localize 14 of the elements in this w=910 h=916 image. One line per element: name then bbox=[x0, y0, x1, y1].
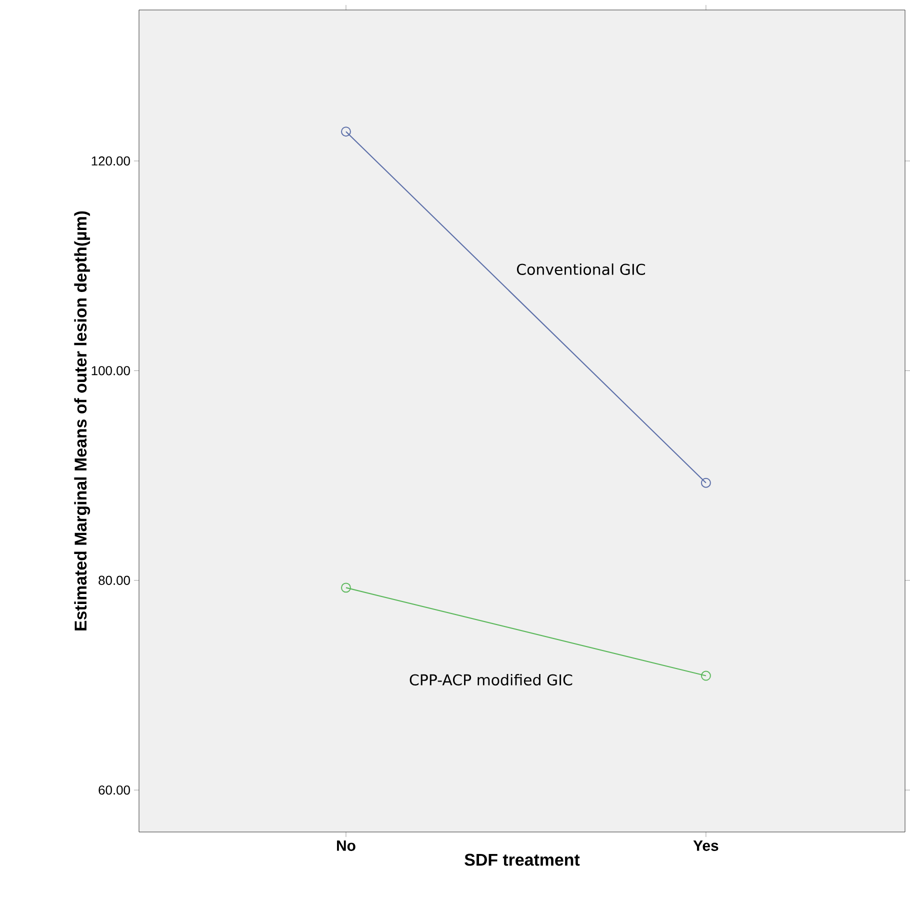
series-label: Conventional GIC bbox=[516, 263, 645, 276]
y-tick-label: 120.00 bbox=[92, 156, 130, 166]
y-tick-label: 60.00 bbox=[98, 785, 130, 795]
x-tick-label: No bbox=[336, 840, 356, 851]
x-tick-label: Yes bbox=[693, 840, 718, 851]
y-axis-title: Estimated Marginal Means of outer lesion depth(µm) bbox=[74, 211, 90, 630]
point bbox=[700, 478, 711, 488]
y-tick-label: 80.00 bbox=[98, 576, 130, 585]
y-tick-label: 100.00 bbox=[92, 366, 130, 376]
text: CPP-ACP modified GIC bbox=[410, 674, 572, 686]
point bbox=[340, 126, 351, 137]
x-axis-title: SDF treatment bbox=[464, 854, 580, 866]
point bbox=[700, 670, 711, 681]
point bbox=[340, 582, 351, 593]
